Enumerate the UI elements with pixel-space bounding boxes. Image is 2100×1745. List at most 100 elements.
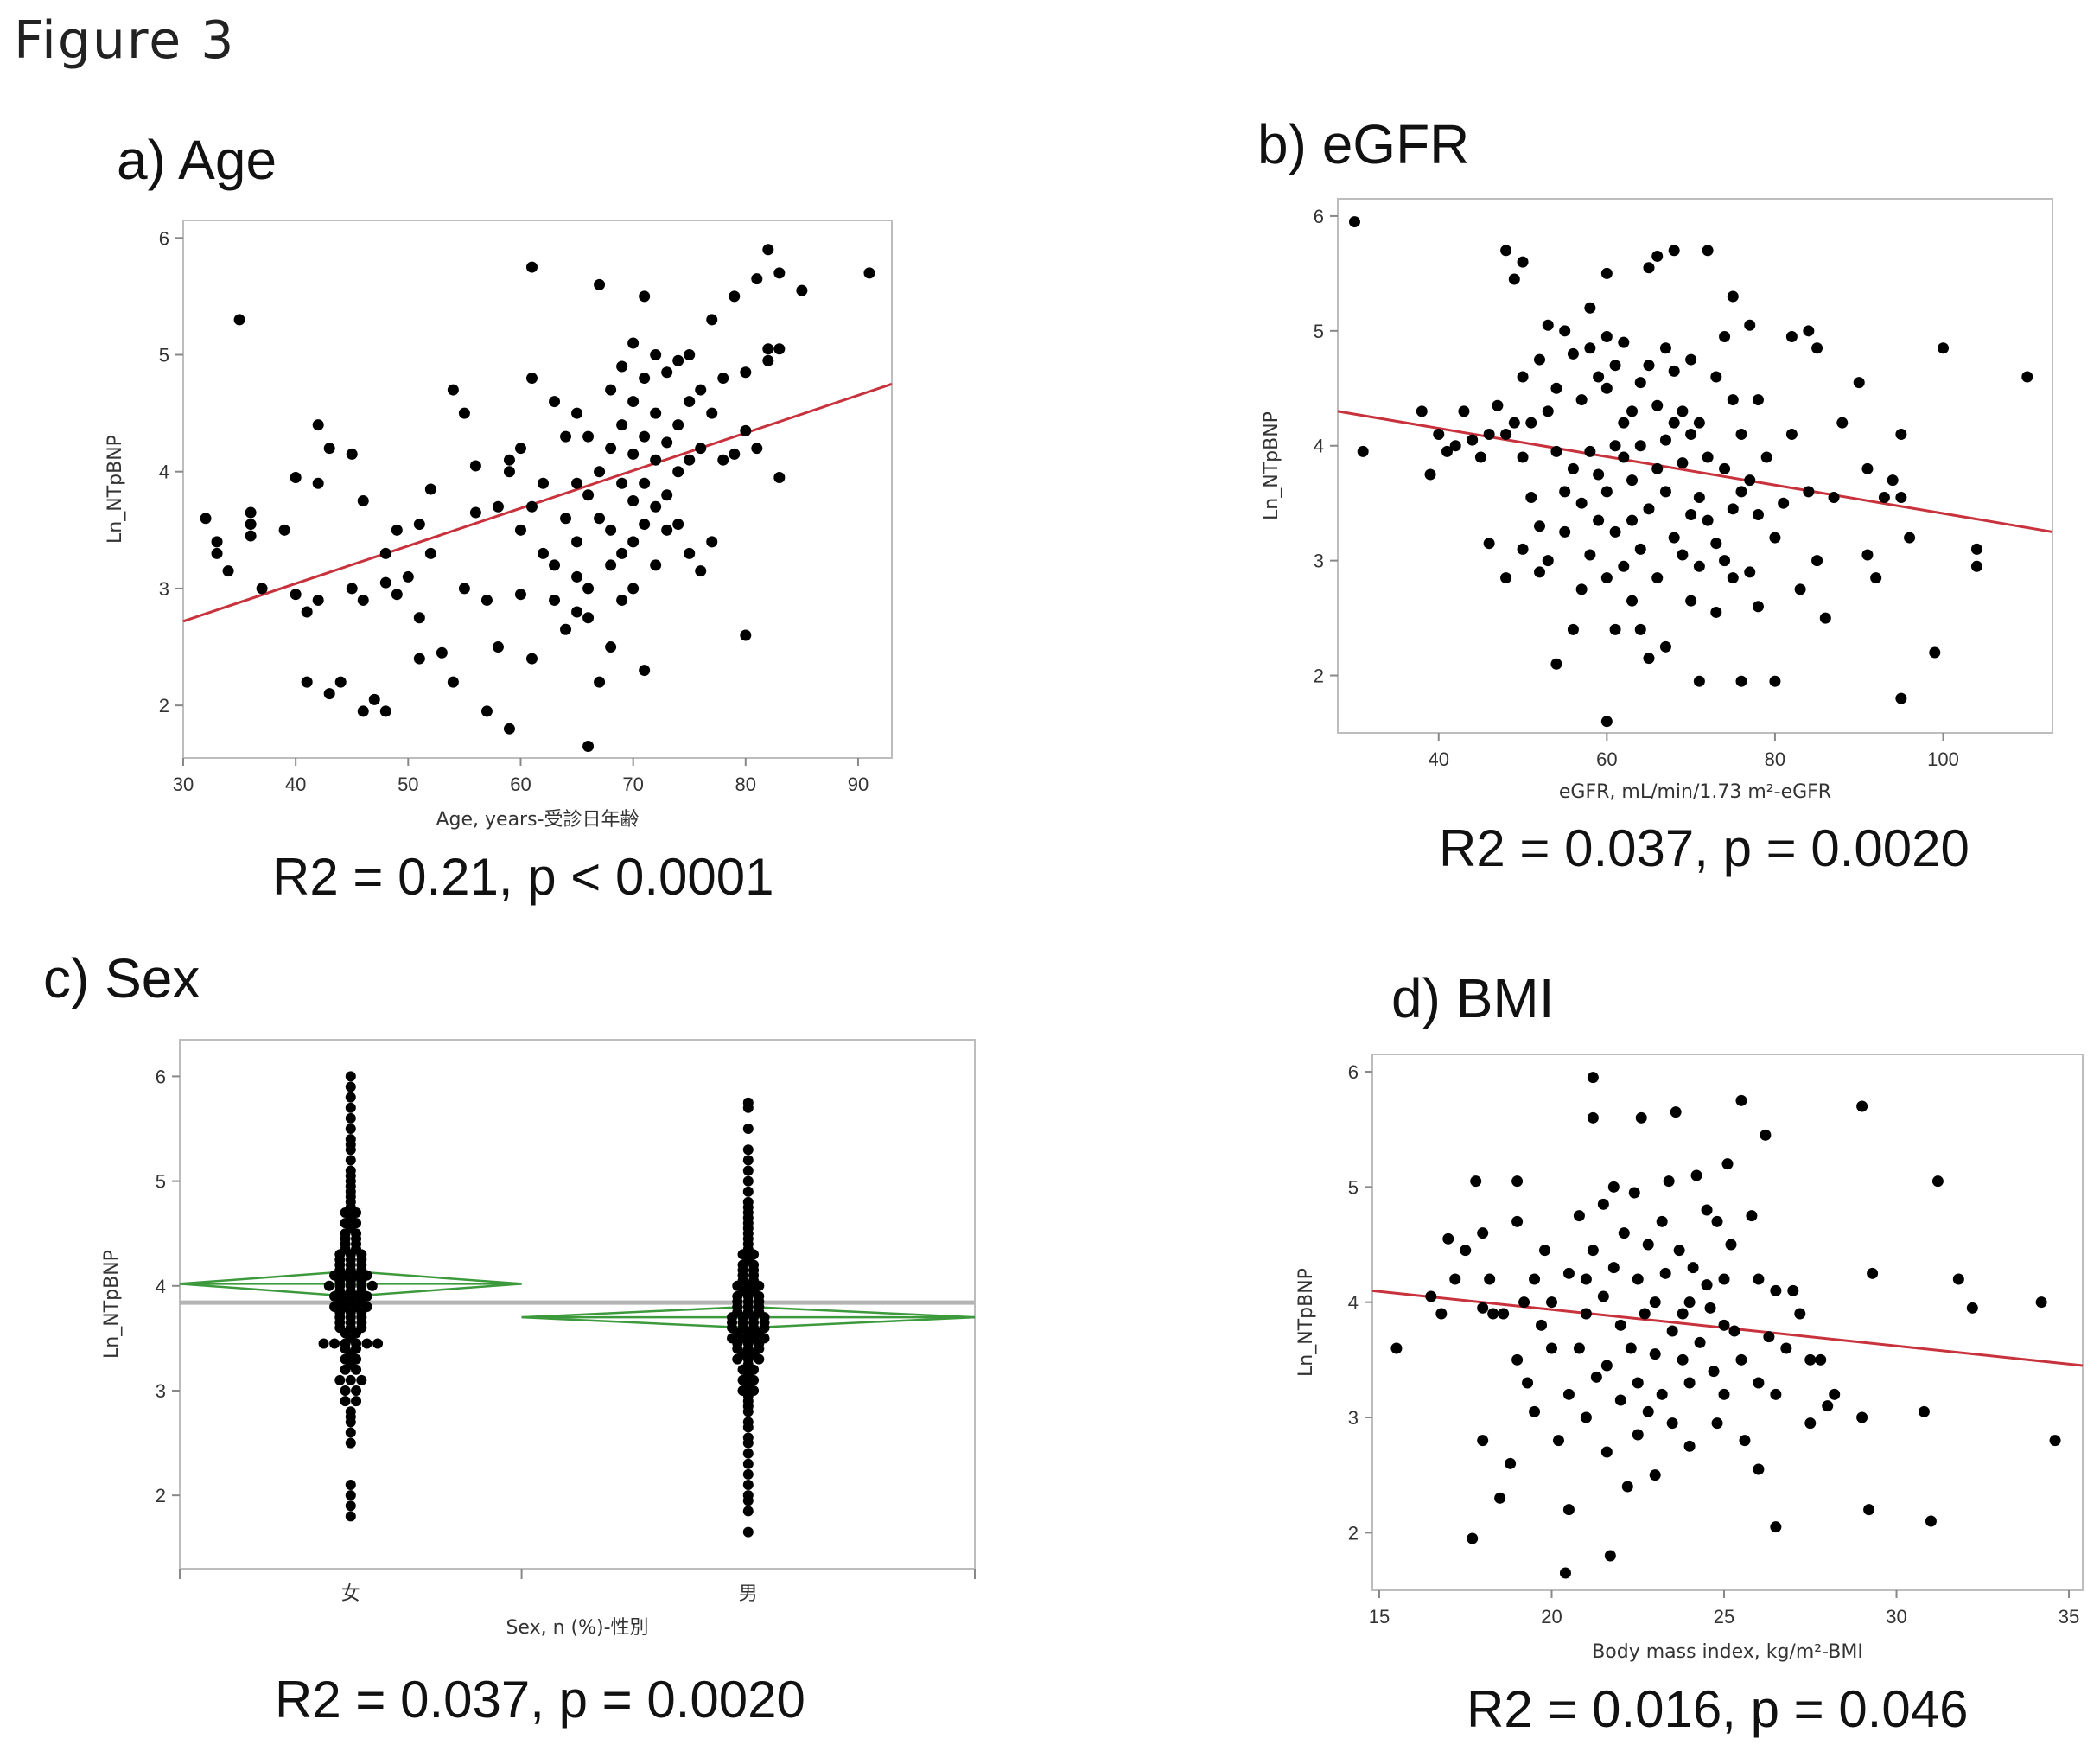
data-point xyxy=(318,1338,329,1349)
data-point xyxy=(1584,302,1596,314)
data-point xyxy=(1632,1273,1644,1285)
data-point xyxy=(1815,1353,1827,1366)
data-point xyxy=(345,1134,356,1145)
data-point xyxy=(323,1280,334,1291)
data-point xyxy=(1803,486,1815,498)
x-axis-label: Age, years-受診日年齢 xyxy=(436,809,639,831)
data-point xyxy=(1670,1106,1682,1118)
x-category-label: 男 xyxy=(739,1583,758,1605)
data-point xyxy=(1618,560,1630,572)
data-point xyxy=(211,536,223,548)
x-tick-label: 60 xyxy=(510,774,531,795)
data-point xyxy=(1785,428,1798,440)
data-point xyxy=(1735,428,1747,440)
data-point xyxy=(742,1432,754,1443)
data-point xyxy=(1870,572,1882,584)
data-point xyxy=(2049,1435,2061,1447)
data-point xyxy=(751,443,763,455)
data-point xyxy=(1677,457,1689,469)
data-point xyxy=(1600,382,1613,394)
data-point xyxy=(278,524,290,536)
data-point xyxy=(1416,405,1428,417)
data-point xyxy=(1458,405,1470,417)
data-point xyxy=(233,314,245,326)
data-point xyxy=(413,653,425,665)
data-point xyxy=(1643,360,1655,372)
chart-egfr: Ln_NTpBNP eGFR, mL/min/1.73 m²-eGFR 2 3 4 5 6 4… xyxy=(1261,198,2053,803)
data-point xyxy=(1607,1181,1620,1193)
data-point xyxy=(1580,1308,1592,1320)
data-point xyxy=(1938,342,1950,354)
data-point xyxy=(582,583,595,595)
data-point xyxy=(391,524,403,536)
data-point xyxy=(1668,417,1680,429)
data-point xyxy=(1522,1377,1534,1389)
x-tick-label: 40 xyxy=(285,774,306,795)
x-axis-label: Body mass index, kg/m²-BMI xyxy=(1592,1641,1863,1663)
data-point xyxy=(1735,1094,1747,1106)
data-point xyxy=(200,513,212,525)
data-point xyxy=(1668,245,1680,257)
data-point xyxy=(1970,543,1982,555)
data-point xyxy=(1525,492,1537,504)
data-point xyxy=(1511,1353,1524,1366)
data-point xyxy=(717,454,729,466)
data-point xyxy=(1693,492,1705,504)
data-point xyxy=(1626,474,1639,487)
data-point xyxy=(1803,325,1815,337)
data-point xyxy=(1804,1353,1817,1366)
data-point xyxy=(525,261,538,273)
data-point xyxy=(1642,1405,1654,1417)
data-point xyxy=(1625,1342,1637,1354)
data-point xyxy=(458,407,470,419)
y-tick-label: 5 xyxy=(1314,321,1324,342)
data-point xyxy=(1673,1245,1685,1257)
data-point xyxy=(245,506,257,519)
data-point xyxy=(1600,1446,1613,1458)
data-point xyxy=(1744,474,1756,487)
data-point xyxy=(762,354,774,366)
data-point xyxy=(1550,658,1562,670)
data-point xyxy=(1600,267,1613,279)
data-point xyxy=(594,466,606,478)
data-point xyxy=(1449,440,1461,452)
data-point xyxy=(340,1396,351,1407)
data-point xyxy=(1727,394,1739,406)
data-point xyxy=(345,1490,356,1501)
chart-sex: Ln_NTpBNP Sex, n (%)-性別 2 3 4 5 6 女 男 xyxy=(101,1039,976,1639)
data-point xyxy=(1621,1481,1633,1493)
data-point xyxy=(1609,525,1621,538)
data-point xyxy=(334,676,347,688)
data-point xyxy=(480,594,493,606)
data-point xyxy=(706,536,718,548)
data-point xyxy=(650,500,662,513)
data-point xyxy=(538,477,550,489)
data-point xyxy=(1727,572,1739,584)
x-tick-label: 80 xyxy=(1765,748,1785,770)
data-point xyxy=(301,676,313,688)
data-point xyxy=(1643,503,1655,515)
data-point xyxy=(1542,319,1554,331)
data-point xyxy=(1663,1175,1675,1188)
data-point xyxy=(1769,532,1781,544)
data-point xyxy=(1584,549,1596,561)
data-point xyxy=(1348,216,1360,228)
data-point xyxy=(1702,245,1714,257)
panel-a-title: a) Age xyxy=(117,129,277,191)
data-point xyxy=(447,676,459,688)
data-point xyxy=(1918,1405,1930,1417)
data-point xyxy=(1567,623,1579,635)
data-point xyxy=(742,1196,754,1207)
data-point xyxy=(1597,1198,1609,1210)
data-point xyxy=(514,589,526,601)
data-point xyxy=(560,430,572,443)
y-tick-label: 6 xyxy=(1314,206,1324,227)
chart-age: Ln_NTpBNP Age, years-受診日年齢 2 3 4 5 6 30 40 50 60 70… xyxy=(105,220,893,831)
data-point xyxy=(345,1155,356,1166)
x-tick-label: 30 xyxy=(1886,1606,1906,1627)
y-tick-label: 6 xyxy=(159,227,169,249)
data-point xyxy=(1562,1504,1575,1516)
data-point xyxy=(627,396,640,408)
data-point xyxy=(627,495,640,507)
data-point xyxy=(1529,1273,1541,1285)
